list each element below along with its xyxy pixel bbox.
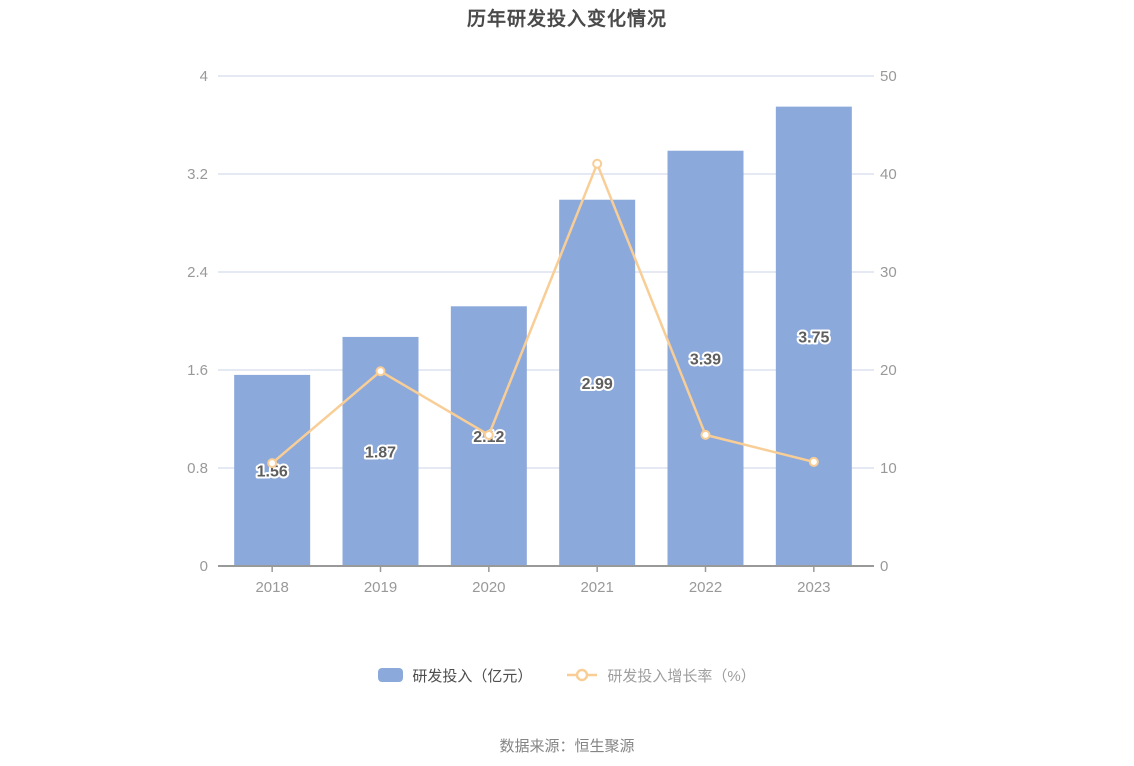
left-axis-label: 1.6	[187, 362, 208, 379]
right-axis-label: 40	[880, 166, 897, 183]
right-axis-label: 10	[880, 460, 897, 477]
x-axis-label-2018: 2018	[255, 579, 288, 596]
bar-2023[interactable]	[775, 106, 852, 566]
bar-value-label: 2.99	[582, 376, 613, 393]
line-series-legend-label: 研发投入增长率（%）	[607, 667, 756, 685]
legend-item-bar-series[interactable]: 研发投入（亿元）	[378, 665, 532, 686]
bar-2022[interactable]	[667, 150, 744, 566]
left-axis-label: 3.2	[187, 166, 208, 183]
line-series-marker-icon	[567, 668, 598, 682]
bar-2018[interactable]	[234, 374, 311, 566]
line-point-2022[interactable]	[700, 429, 711, 440]
bar-value-label: 3.39	[690, 351, 721, 368]
chart-title: 历年研发投入变化情况	[466, 9, 667, 30]
left-axis-label: 4	[200, 68, 208, 85]
left-axis-label: 0.8	[187, 460, 208, 477]
line-point-2018[interactable]	[267, 458, 278, 469]
legend-item-line-series[interactable]: 研发投入增长率（%）	[566, 665, 756, 686]
line-point-2021[interactable]	[592, 158, 603, 169]
right-axis-label: 20	[880, 362, 897, 379]
x-axis-label-2019: 2019	[364, 579, 397, 596]
left-axis-label: 2.4	[187, 264, 208, 281]
x-axis-label-2020: 2020	[472, 579, 505, 596]
bar-2021[interactable]	[559, 199, 636, 566]
bar-series-swatch-icon	[378, 668, 404, 682]
right-axis-label: 0	[880, 558, 888, 575]
line-point-2023[interactable]	[808, 456, 819, 467]
x-axis-label-2022: 2022	[689, 579, 722, 596]
bar-value-label: 1.56	[257, 463, 288, 480]
bar-value-label: 3.75	[798, 329, 829, 346]
x-axis-label-2023: 2023	[797, 579, 830, 596]
right-axis-label: 50	[880, 68, 897, 85]
bar-value-label: 1.87	[365, 444, 396, 461]
bar-series-legend-label: 研发投入（亿元）	[412, 667, 533, 685]
line-point-2020[interactable]	[483, 429, 494, 440]
left-axis-label: 0	[200, 558, 208, 575]
combo-chart-plot[interactable]: 1.561.872.122.993.393.752018201920202021…	[0, 0, 1134, 640]
data-source: 数据来源：恒生聚源	[499, 738, 635, 755]
right-axis-label: 30	[880, 264, 897, 281]
growth-rate-line	[271, 162, 815, 465]
x-axis-label-2021: 2021	[580, 579, 613, 596]
legend: 研发投入（亿元） 研发投入增长率（%）	[0, 663, 1134, 687]
line-point-2019[interactable]	[375, 366, 386, 377]
